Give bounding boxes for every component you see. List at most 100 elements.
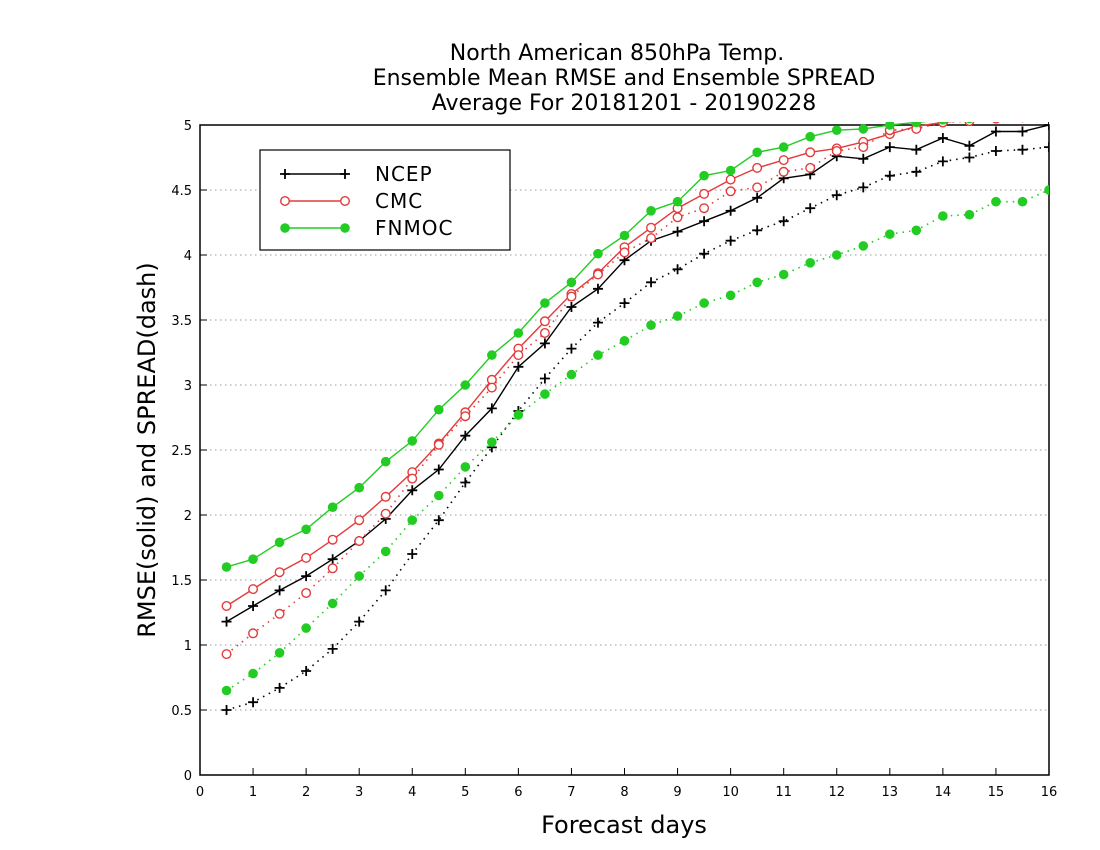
x-tick-label: 16 [1041, 785, 1058, 800]
x-tick-label: 11 [775, 785, 792, 800]
data-point [752, 182, 763, 193]
data-point [699, 216, 710, 227]
data-point [752, 225, 763, 236]
data-point [778, 269, 789, 280]
data-point [487, 437, 497, 448]
data-point [327, 563, 338, 574]
data-point [672, 226, 683, 237]
data-point [248, 554, 258, 564]
data-point [301, 571, 312, 582]
data-point [566, 302, 577, 312]
x-tick-label: 12 [828, 785, 845, 800]
data-point [460, 477, 471, 488]
data-point [1044, 142, 1049, 153]
data-point [885, 122, 895, 130]
data-point [513, 361, 524, 372]
data-point [486, 382, 497, 393]
legend-marker [280, 223, 290, 233]
data-point [672, 311, 683, 321]
data-point [752, 277, 762, 288]
x-axis-label: Forecast days [541, 811, 707, 839]
legend-marker [340, 169, 350, 179]
data-point [380, 546, 391, 557]
y-tick-label: 4 [184, 249, 192, 264]
data-point [248, 628, 259, 639]
data-point [911, 166, 922, 177]
data-point [433, 464, 444, 475]
data-point [513, 328, 524, 338]
data-point [327, 534, 338, 545]
series-layer [221, 110, 1054, 715]
legend-marker [280, 169, 290, 179]
legend-marker [280, 195, 291, 206]
data-point [699, 188, 710, 199]
data-point [327, 598, 338, 609]
data-point [805, 147, 816, 158]
y-tick-label: 1.5 [171, 574, 192, 589]
data-point [407, 515, 418, 525]
data-point [354, 482, 364, 493]
data-point [327, 554, 338, 565]
data-point [592, 283, 603, 294]
data-point [248, 601, 259, 611]
data-point [1045, 112, 1054, 121]
y-tick-label: 1 [184, 639, 192, 654]
data-point [964, 140, 975, 151]
data-point [990, 146, 1001, 156]
data-point [646, 206, 656, 216]
data-point [1044, 110, 1054, 120]
series-line [226, 189, 1049, 692]
data-point [672, 196, 683, 207]
chart-title: North American 850hPa Temp. Ensemble Mea… [373, 41, 876, 116]
series-fnmoc-rmse [221, 110, 1054, 572]
y-tick-label: 0.5 [171, 704, 192, 719]
x-axis-ticks: 0 1 2 3 4 5 6 7 8 9 10 11 12 13 14 15 16 [196, 768, 1057, 800]
data-point [778, 216, 789, 227]
data-point [274, 567, 285, 578]
y-tick-label: 4.5 [171, 184, 192, 199]
data-point [380, 508, 391, 519]
data-point [805, 203, 816, 214]
data-point [1021, 122, 1024, 123]
data-point [566, 291, 577, 302]
data-point [566, 369, 577, 380]
data-point [752, 147, 762, 158]
legend-item-ncep: NCEP [280, 162, 432, 186]
title-line-1: North American 850hPa Temp. [450, 41, 785, 66]
y-axis-ticks: 0 0.5 1 1.5 2 2.5 3 3.5 4 4.5 5 [171, 119, 207, 784]
legend-item-cmc: CMC [280, 189, 422, 213]
data-point [778, 155, 789, 166]
x-tick-label: 15 [988, 785, 1005, 800]
data-point [778, 166, 789, 177]
data-point [540, 389, 550, 399]
data-point [327, 643, 338, 654]
data-point [407, 436, 418, 446]
data-point [274, 648, 285, 658]
data-point [646, 320, 656, 331]
data-point [274, 537, 285, 548]
data-point [221, 601, 232, 612]
data-point [725, 174, 736, 185]
data-point [221, 705, 232, 715]
data-point [646, 277, 657, 288]
data-point [433, 515, 444, 526]
data-point [486, 403, 497, 414]
y-tick-label: 2 [184, 509, 192, 524]
data-point [725, 186, 736, 197]
data-point [672, 264, 683, 275]
data-point [566, 343, 577, 354]
data-point [460, 411, 471, 422]
data-point [380, 456, 391, 467]
data-point [327, 502, 338, 512]
data-point [1021, 122, 1024, 123]
x-tick-label: 14 [935, 785, 952, 800]
data-point [964, 152, 975, 163]
data-point [752, 162, 763, 173]
data-point [354, 616, 365, 627]
x-tick-label: 7 [567, 785, 575, 800]
data-point [646, 233, 657, 244]
data-point [539, 373, 550, 384]
data-point [619, 336, 630, 346]
y-axis-label: RMSE(solid) and SPREAD(dash) [133, 262, 161, 638]
data-point [592, 269, 603, 280]
